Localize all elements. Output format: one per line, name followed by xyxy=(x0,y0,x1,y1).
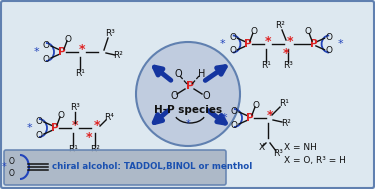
Text: R¹: R¹ xyxy=(279,99,289,108)
Text: R³: R³ xyxy=(105,29,115,39)
Text: O: O xyxy=(326,46,333,55)
Text: O: O xyxy=(229,46,236,55)
Text: *: * xyxy=(283,47,289,60)
Text: X = NH: X = NH xyxy=(284,143,317,153)
Text: O: O xyxy=(36,130,42,139)
Text: P: P xyxy=(186,81,194,91)
Text: O: O xyxy=(57,111,64,119)
Text: R²: R² xyxy=(113,51,123,60)
Circle shape xyxy=(136,42,240,146)
Text: H-P species: H-P species xyxy=(154,105,222,115)
Text: X = O, R³ = H: X = O, R³ = H xyxy=(284,156,346,164)
Text: X: X xyxy=(259,143,265,153)
Text: *: * xyxy=(287,36,293,49)
Text: *: * xyxy=(337,39,343,49)
Text: O: O xyxy=(42,40,50,50)
Text: *: * xyxy=(72,119,78,132)
Text: R¹: R¹ xyxy=(68,146,78,154)
Text: O: O xyxy=(250,27,257,36)
Text: O: O xyxy=(64,35,72,43)
Text: P: P xyxy=(310,39,318,49)
Text: O: O xyxy=(231,106,237,115)
Text: P: P xyxy=(246,113,254,123)
Text: R³: R³ xyxy=(273,149,283,159)
Text: R²: R² xyxy=(281,119,291,129)
Text: O: O xyxy=(36,116,42,125)
Text: R²: R² xyxy=(275,22,285,30)
Text: *: * xyxy=(33,47,39,57)
Text: O: O xyxy=(252,101,260,109)
Text: R³: R³ xyxy=(70,104,80,112)
Text: P: P xyxy=(51,123,59,133)
FancyBboxPatch shape xyxy=(4,150,226,185)
Text: *: * xyxy=(267,109,273,122)
Text: R⁴: R⁴ xyxy=(104,114,114,122)
Text: R³: R³ xyxy=(283,61,293,70)
Text: *: * xyxy=(221,113,227,123)
Text: R²: R² xyxy=(90,146,100,154)
Text: chiral alcohol: TADDOL,BINOL or menthol: chiral alcohol: TADDOL,BINOL or menthol xyxy=(52,163,252,171)
Text: O: O xyxy=(202,91,210,101)
Text: *: * xyxy=(2,162,6,172)
Text: *: * xyxy=(94,119,100,132)
Text: R¹: R¹ xyxy=(75,70,85,78)
Text: O: O xyxy=(174,69,182,79)
Text: O: O xyxy=(326,33,333,42)
Text: *: * xyxy=(219,39,225,49)
Text: O: O xyxy=(42,54,50,64)
Text: *: * xyxy=(265,36,271,49)
Text: O: O xyxy=(231,121,237,129)
Text: O: O xyxy=(9,169,15,177)
Text: *: * xyxy=(186,119,190,129)
Text: *: * xyxy=(86,132,92,145)
Text: R¹: R¹ xyxy=(261,61,271,70)
Text: O: O xyxy=(305,27,312,36)
Text: O: O xyxy=(229,33,236,42)
Text: H: H xyxy=(198,69,206,79)
Text: P: P xyxy=(58,47,66,57)
Text: O: O xyxy=(170,91,178,101)
Text: *: * xyxy=(26,123,32,133)
Text: P: P xyxy=(244,39,252,49)
Text: O: O xyxy=(9,156,15,166)
Text: *: * xyxy=(79,43,85,57)
